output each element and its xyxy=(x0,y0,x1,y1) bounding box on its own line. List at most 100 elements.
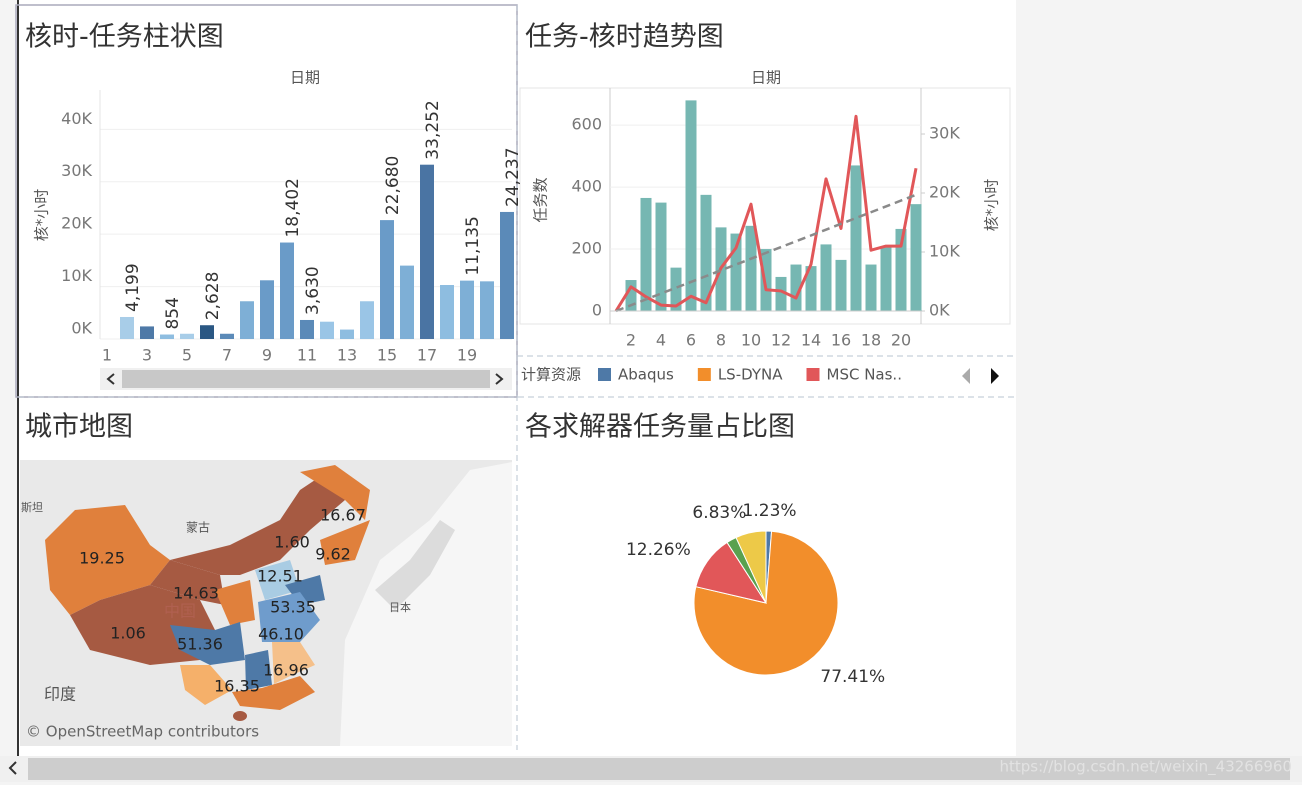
map-sea xyxy=(340,462,512,746)
map-label: 53.35 xyxy=(270,598,316,617)
region xyxy=(170,622,245,665)
bar xyxy=(160,334,174,339)
watermark: https://blog.csdn.net/weixin_43266960 xyxy=(999,758,1292,777)
bar xyxy=(745,225,757,311)
bar xyxy=(140,326,154,339)
data-label: 4,199 xyxy=(123,263,143,312)
data-label: 18,402 xyxy=(283,178,303,237)
place-name: 中国 xyxy=(164,602,196,621)
scroll-thumb[interactable] xyxy=(122,370,490,388)
y2-tick-label: 10K xyxy=(929,242,960,261)
bar xyxy=(300,319,314,339)
bar xyxy=(480,281,494,339)
region xyxy=(300,465,370,520)
attribution: © OpenStreetMap contributors xyxy=(26,723,259,741)
x-tick-label: 19 xyxy=(457,346,477,365)
data-label: 3,630 xyxy=(303,266,323,315)
y-tick-label: 400 xyxy=(571,177,602,196)
bar xyxy=(655,202,667,311)
bar xyxy=(910,204,922,311)
map-label: 1.06 xyxy=(110,624,146,643)
x-tick-label: 5 xyxy=(182,346,192,365)
region xyxy=(258,592,320,642)
data-label: 854 xyxy=(163,297,183,329)
x-tick-label: 11 xyxy=(297,346,317,365)
y-tick-label: 40K xyxy=(61,109,92,128)
place-name: 印度 xyxy=(44,685,76,704)
legend-title: 计算资源 xyxy=(521,366,581,384)
pie-slice xyxy=(735,530,767,604)
scroll-left[interactable] xyxy=(106,373,115,385)
title: 任务-核时趋势图 xyxy=(525,22,724,53)
x-tick-label: 12 xyxy=(771,331,791,350)
bar xyxy=(625,280,637,311)
map-label: 16.67 xyxy=(320,506,366,525)
data-label: 77.41% xyxy=(820,667,885,687)
y-tick-label: 30K xyxy=(61,161,92,180)
x-axis-title: 日期 xyxy=(751,69,781,87)
x-tick-label: 18 xyxy=(861,331,881,350)
bar xyxy=(340,329,354,339)
map-label: 12.51 xyxy=(257,567,303,586)
legend-swatch xyxy=(598,368,611,381)
x-tick-label: 20 xyxy=(891,331,911,350)
bar xyxy=(200,325,214,339)
bar xyxy=(760,249,772,311)
data-label: 6.83% xyxy=(692,503,746,523)
data-label: 1.23% xyxy=(743,501,797,521)
x-tick-label: 16 xyxy=(831,331,851,350)
legend-next[interactable] xyxy=(991,368,999,384)
bar xyxy=(805,266,817,311)
bar xyxy=(420,164,434,339)
y-tick-label: 600 xyxy=(571,115,602,134)
data-label: 11,135 xyxy=(463,216,483,275)
x-tick-label: 14 xyxy=(801,331,821,350)
scroll-left[interactable] xyxy=(8,761,17,775)
bar xyxy=(790,264,802,311)
legend-label: MSC Nas.. xyxy=(827,366,902,384)
region xyxy=(180,665,232,705)
scroll-thumb[interactable] xyxy=(28,758,1290,780)
map-land xyxy=(375,520,455,610)
map-label: 46.10 xyxy=(258,625,304,644)
map-label: 9.62 xyxy=(315,545,351,564)
x-tick-label: 6 xyxy=(686,331,696,350)
legend-label: LS-DYNA xyxy=(718,366,783,384)
region xyxy=(170,470,345,575)
bar xyxy=(360,301,374,339)
y-tick-label: 20K xyxy=(61,214,92,233)
map-label: 51.36 xyxy=(177,635,223,654)
bar xyxy=(865,264,877,311)
x-tick-label: 17 xyxy=(417,346,437,365)
x-tick-label: 10 xyxy=(741,331,761,350)
line xyxy=(614,114,918,312)
x-tick-label: 3 xyxy=(142,346,152,365)
y-tick-label: 0 xyxy=(592,301,602,320)
bar xyxy=(775,276,787,311)
bar xyxy=(280,242,294,339)
bar xyxy=(220,333,234,339)
bar xyxy=(380,220,394,339)
y2-axis-title: 核*小时 xyxy=(983,179,1001,232)
data-label: 2,628 xyxy=(203,272,223,321)
region xyxy=(233,711,247,721)
y-tick-label: 0K xyxy=(71,319,92,338)
legend-swatch xyxy=(697,368,711,381)
y2-tick-label: 0K xyxy=(929,301,950,320)
scroll-right[interactable] xyxy=(495,373,504,385)
title: 核时-任务柱状图 xyxy=(25,22,224,53)
region xyxy=(232,676,315,710)
y-axis-title: 核*小时 xyxy=(33,189,51,242)
bar xyxy=(880,247,892,311)
region xyxy=(150,560,225,605)
map-label: 16.35 xyxy=(214,677,260,696)
bar xyxy=(730,233,742,311)
map xyxy=(20,460,512,746)
bar xyxy=(500,211,514,339)
map-label: 14.63 xyxy=(173,584,219,603)
legend-prev[interactable] xyxy=(962,368,970,384)
place-name: 蒙古 xyxy=(186,520,210,535)
bar xyxy=(440,285,454,339)
x-tick-label: 1 xyxy=(102,346,112,365)
